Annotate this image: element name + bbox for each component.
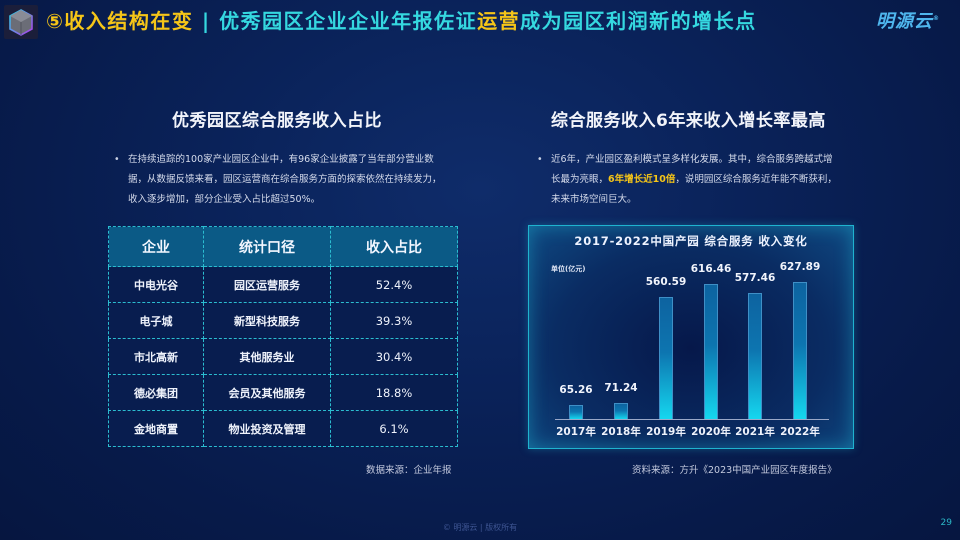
- title-highlight: 运营: [477, 9, 521, 33]
- copyright-footer: © 明源云 | 版权所有: [442, 523, 518, 532]
- right-section-title: 综合服务收入6年来收入增长率最高: [551, 111, 826, 131]
- x-label-2017: 2017年: [556, 426, 596, 438]
- cell-share: 39.3%: [330, 302, 458, 339]
- cell-company: 市北高新: [108, 338, 204, 375]
- bar-2020: [704, 284, 718, 419]
- brand-logo: 明源云®: [876, 7, 940, 33]
- right-bullet-line-2-pre: 长最为亮眼，: [551, 174, 609, 185]
- left-bullet-line-3: 收入逐步增加，部分企业受入占比超过50%。: [128, 194, 321, 205]
- cube-icon: [4, 5, 38, 39]
- bar-value-2020: 616.46: [690, 263, 732, 275]
- table-row: 市北高新 其他服务业 30.4%: [108, 338, 458, 375]
- left-bullet-line-1: 在持续追踪的100家产业园区企业中，有96家企业披露了当年部分营业数: [128, 154, 434, 165]
- right-bullet-line-2-post: ，说明园区综合服务近年能不断获利，: [675, 174, 837, 185]
- cell-metric: 物业投资及管理: [203, 410, 331, 447]
- x-axis-line: [555, 419, 829, 420]
- title-separator: |: [193, 9, 220, 33]
- cell-metric: 会员及其他服务: [203, 374, 331, 411]
- left-bullet-line-2: 据，从数据反馈来看，园区运营商在综合服务方面的探索依然在持续发力，: [128, 174, 442, 185]
- left-data-source: 数据来源：企业年报: [366, 465, 452, 476]
- title-part2: 成为园区利润新的增长点: [520, 9, 757, 33]
- cell-metric: 新型科技服务: [203, 302, 331, 339]
- table-row: 金地商置 物业投资及管理 6.1%: [108, 410, 458, 447]
- cell-company: 金地商置: [108, 410, 204, 447]
- bar-2019: [659, 297, 673, 419]
- brand-text: 明源云: [876, 11, 933, 32]
- cell-share: 52.4%: [330, 266, 458, 303]
- left-section-title: 优秀园区综合服务收入占比: [172, 111, 382, 131]
- brand-mark: ®: [933, 15, 940, 22]
- right-bullet-line-2: 长最为亮眼，6年增长近10倍，说明园区综合服务近年能不断获利，: [551, 170, 871, 190]
- bar-2021: [748, 293, 762, 419]
- bar-value-2022: 627.89: [779, 261, 821, 273]
- revenue-share-table: 企业 统计口径 收入占比 中电光谷 园区运营服务 52.4% 电子城 新型科技服…: [108, 226, 458, 447]
- cell-share: 6.1%: [330, 410, 458, 447]
- left-bullet-text: • 在持续追踪的100家产业园区企业中，有96家企业披露了当年部分营业数 据，从…: [114, 150, 468, 210]
- cell-company: 德必集团: [108, 374, 204, 411]
- bar-2017: [569, 405, 583, 419]
- revenue-bar-chart: 2017-2022中国产园 综合服务 收入变化 单位(亿元) 65.26 71.…: [528, 225, 854, 449]
- x-label-2019: 2019年: [646, 426, 686, 438]
- bullet-dot-icon: •: [114, 154, 120, 165]
- right-bullet-line-3: 未来市场空间巨大。: [551, 194, 637, 205]
- cell-share: 18.8%: [330, 374, 458, 411]
- column-header-metric: 统计口径: [203, 226, 331, 267]
- cell-metric: 园区运营服务: [203, 266, 331, 303]
- chart-unit-label: 单位(亿元): [551, 265, 586, 273]
- cell-share: 30.4%: [330, 338, 458, 375]
- bar-2018: [614, 403, 628, 419]
- bullet-dot-icon: •: [537, 154, 543, 165]
- bar-2022: [793, 282, 807, 419]
- table-header-row: 企业 统计口径 收入占比: [108, 226, 458, 267]
- growth-highlight: 6年增长近10倍: [608, 174, 676, 185]
- table-row: 德必集团 会员及其他服务 18.8%: [108, 374, 458, 411]
- x-label-2022: 2022年: [780, 426, 820, 438]
- x-label-2020: 2020年: [691, 426, 731, 438]
- table-row: 中电光谷 园区运营服务 52.4%: [108, 266, 458, 303]
- table-row: 电子城 新型科技服务 39.3%: [108, 302, 458, 339]
- header: ⑤收入结构在变 | 优秀园区企业企业年报佐证运营成为园区利润新的增长点 明源云®: [0, 0, 960, 42]
- chart-title: 2017-2022中国产园 综合服务 收入变化: [574, 234, 808, 248]
- column-header-share: 收入占比: [330, 226, 458, 267]
- column-header-company: 企业: [108, 226, 204, 267]
- title-part1: 优秀园区企业企业年报佐证: [219, 9, 478, 33]
- bar-value-2017: 65.26: [559, 384, 593, 396]
- right-bullet-text: • 近6年，产业园区盈利模式呈多样化发展。其中，综合服务跨越式增 长最为亮眼，6…: [537, 150, 871, 210]
- right-data-source: 资料来源：方升《2023中国产业园区年度报告》: [632, 465, 837, 476]
- right-bullet-line-1: 近6年，产业园区盈利模式呈多样化发展。其中，综合服务跨越式增: [551, 154, 833, 165]
- cell-company: 电子城: [108, 302, 204, 339]
- x-label-2018: 2018年: [601, 426, 641, 438]
- bar-value-2019: 560.59: [645, 276, 687, 288]
- cell-company: 中电光谷: [108, 266, 204, 303]
- title-prefix: ⑤收入结构在变: [46, 9, 194, 33]
- bar-value-2021: 577.46: [734, 272, 776, 284]
- bar-value-2018: 71.24: [604, 382, 638, 394]
- page-title: ⑤收入结构在变 | 优秀园区企业企业年报佐证运营成为园区利润新的增长点: [46, 7, 757, 35]
- page-number: 29: [940, 518, 952, 528]
- x-label-2021: 2021年: [735, 426, 775, 438]
- cell-metric: 其他服务业: [203, 338, 331, 375]
